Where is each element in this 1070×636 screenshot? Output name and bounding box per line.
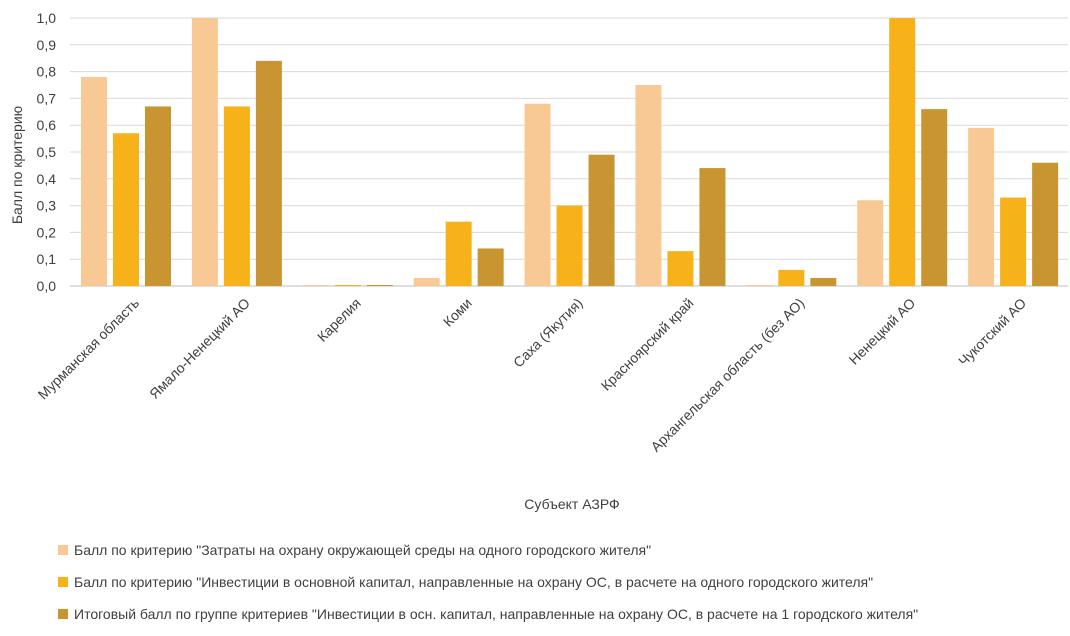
bar xyxy=(557,206,583,286)
y-tick-label: 0,1 xyxy=(37,251,57,267)
bar xyxy=(635,85,661,286)
bar xyxy=(414,278,440,286)
x-tick-label: Мурманская область xyxy=(35,295,143,403)
bar xyxy=(589,155,615,286)
bar xyxy=(1000,198,1026,286)
x-tick-label: Красноярский край xyxy=(598,295,697,394)
y-tick-label: 0,4 xyxy=(37,171,57,187)
bar xyxy=(921,109,947,286)
y-tick-label: 0,9 xyxy=(37,37,57,53)
x-tick-label: Коми xyxy=(440,295,475,330)
bar xyxy=(1032,163,1058,286)
bar xyxy=(113,133,139,286)
bar xyxy=(778,270,804,286)
y-axis-title: Балл по критерию xyxy=(9,106,25,224)
bar xyxy=(667,251,693,286)
bar xyxy=(367,285,393,286)
legend: Балл по критерию "Затраты на охрану окру… xyxy=(58,540,918,636)
legend-swatch xyxy=(58,545,68,555)
legend-item: Итоговый балл по группе критериев "Инвес… xyxy=(58,604,918,624)
legend-label: Балл по критерию "Затраты на охрану окру… xyxy=(74,542,651,558)
legend-item: Балл по критерию "Инвестиции в основной … xyxy=(58,572,918,592)
y-tick-label: 0,5 xyxy=(37,144,57,160)
x-tick-label: Карелия xyxy=(314,295,364,345)
bar xyxy=(478,248,504,286)
bar xyxy=(810,278,836,286)
bar xyxy=(224,106,250,286)
legend-item: Балл по критерию "Затраты на охрану окру… xyxy=(58,540,918,560)
y-tick-label: 0,7 xyxy=(37,90,57,106)
bar xyxy=(335,285,361,286)
bar xyxy=(145,106,171,286)
legend-label: Итоговый балл по группе критериев "Инвес… xyxy=(74,606,918,622)
bar xyxy=(192,18,218,286)
y-tick-label: 0,2 xyxy=(37,224,57,240)
bar xyxy=(446,222,472,286)
y-tick-label: 0,8 xyxy=(37,64,57,80)
x-tick-label: Ямало-Ненецкий АО xyxy=(146,295,253,402)
bar xyxy=(968,128,994,286)
legend-swatch xyxy=(58,577,68,587)
legend-label: Балл по критерию "Инвестиции в основной … xyxy=(74,574,873,590)
y-tick-label: 0,3 xyxy=(37,198,57,214)
x-tick-label: Ненецкий АО xyxy=(846,295,919,368)
bar xyxy=(699,168,725,286)
y-tick-label: 0,6 xyxy=(37,117,57,133)
x-axis-title: Субъект АЗРФ xyxy=(524,496,619,512)
y-tick-label: 0,0 xyxy=(37,278,57,294)
bar xyxy=(857,200,883,286)
y-axis-ticks: 0,0 0,1 0,2 0,3 0,4 0,5 0,6 0,7 0,8 0,9 1,0 xyxy=(37,10,57,294)
bar xyxy=(746,285,772,286)
legend-swatch xyxy=(58,609,68,619)
bar xyxy=(303,285,329,286)
bar xyxy=(81,77,107,286)
bar xyxy=(889,18,915,286)
x-tick-label: Саха (Якутия) xyxy=(510,295,586,371)
bar xyxy=(525,104,551,286)
y-tick-label: 1,0 xyxy=(37,10,57,26)
bar xyxy=(256,61,282,286)
x-axis-ticks: Мурманская область Ямало-Ненецкий АО Карел… xyxy=(35,295,1030,455)
x-tick-label: Чукотский АО xyxy=(955,295,1029,369)
